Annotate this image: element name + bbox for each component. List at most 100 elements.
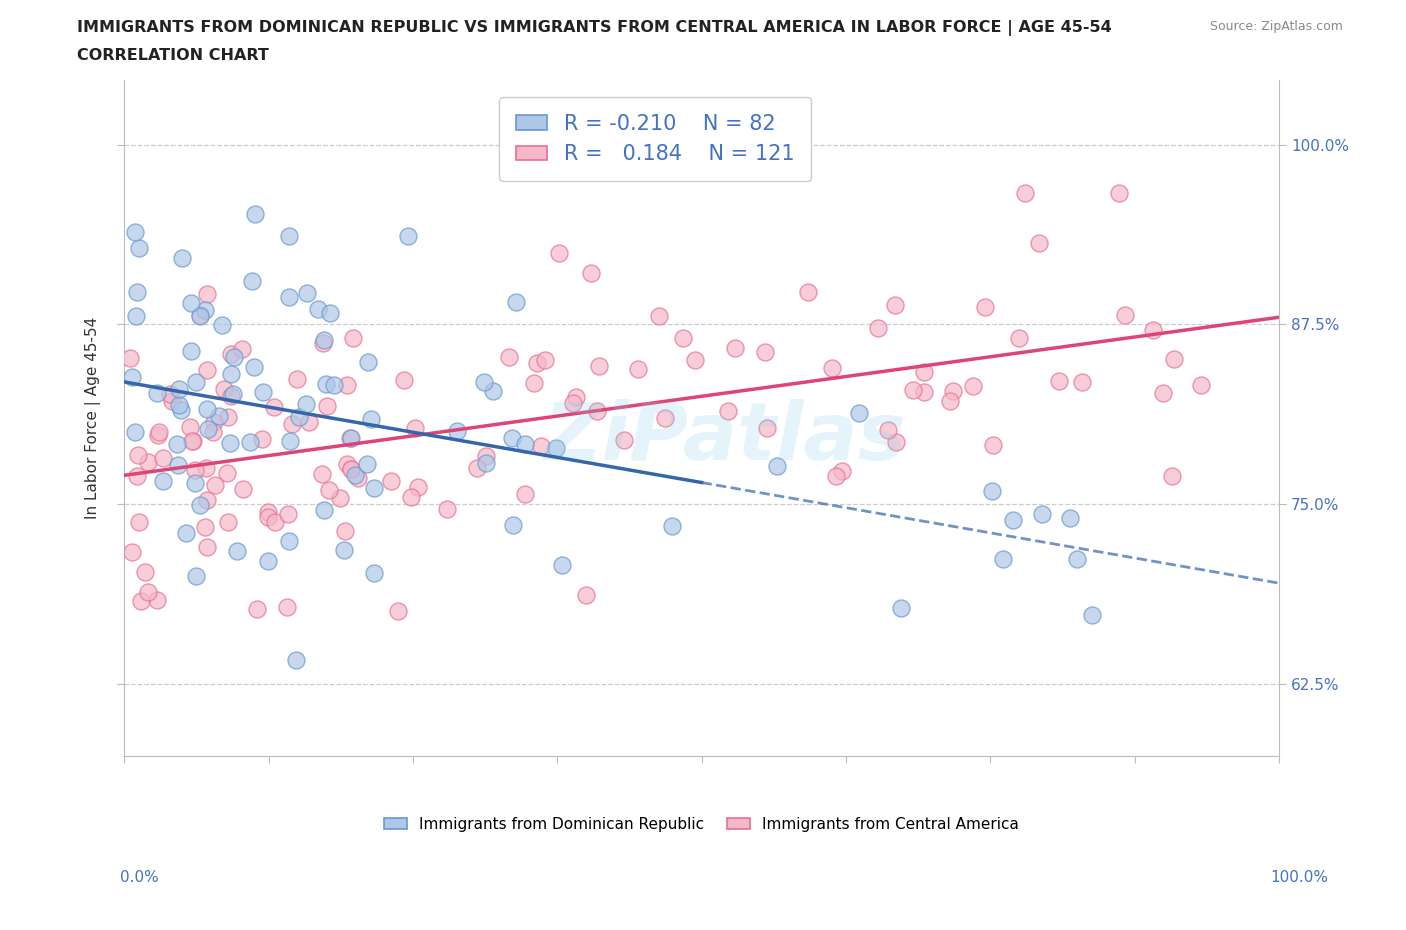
Point: [343, 467, 366, 482]
Point: [221, 347, 243, 362]
Point: [564, 390, 586, 405]
Point: [1142, 323, 1164, 338]
Point: [146, 428, 169, 443]
Point: [246, 602, 269, 617]
Point: [129, 593, 152, 608]
Point: [339, 431, 361, 445]
Point: [201, 424, 224, 439]
Point: [446, 424, 468, 439]
Point: [404, 420, 426, 435]
Point: [257, 505, 280, 520]
Point: [475, 456, 498, 471]
Point: [962, 379, 984, 393]
Point: [472, 374, 495, 389]
Point: [323, 378, 346, 392]
Point: [212, 382, 235, 397]
Point: [754, 344, 776, 359]
Point: [152, 473, 174, 488]
Point: [256, 510, 278, 525]
Point: [195, 363, 218, 378]
Point: [866, 320, 889, 335]
Point: [942, 384, 965, 399]
Point: [217, 409, 239, 424]
Point: [125, 469, 148, 484]
Point: [146, 593, 169, 608]
Point: [239, 434, 262, 449]
Point: [217, 465, 239, 480]
Point: [181, 433, 204, 448]
Point: [222, 386, 245, 401]
Point: [912, 365, 935, 379]
Point: [436, 501, 458, 516]
Point: [939, 394, 962, 409]
Point: [825, 469, 848, 484]
Point: [884, 434, 907, 449]
Point: [588, 358, 610, 373]
Point: [217, 514, 239, 529]
Text: Source: ZipAtlas.com: Source: ZipAtlas.com: [1209, 20, 1343, 33]
Point: [242, 274, 264, 289]
Point: [127, 447, 149, 462]
Point: [124, 424, 146, 439]
Point: [162, 393, 184, 408]
Point: [465, 461, 488, 476]
Point: [263, 515, 285, 530]
Point: [183, 463, 205, 478]
Point: [1191, 378, 1213, 392]
Point: [523, 376, 546, 391]
Point: [387, 604, 409, 618]
Point: [295, 396, 318, 411]
Point: [231, 341, 253, 356]
Point: [318, 483, 340, 498]
Point: [546, 441, 568, 456]
Point: [654, 410, 676, 425]
Point: [502, 517, 524, 532]
Point: [683, 353, 706, 368]
Point: [136, 455, 159, 470]
Point: [1071, 375, 1094, 390]
Point: [340, 462, 363, 477]
Point: [127, 285, 149, 299]
Point: [197, 421, 219, 436]
Point: [190, 308, 212, 323]
Point: [146, 385, 169, 400]
Point: [380, 473, 402, 488]
Point: [482, 384, 505, 399]
Point: [529, 438, 551, 453]
Point: [613, 432, 636, 447]
Point: [120, 351, 142, 365]
Point: [208, 408, 231, 423]
Point: [333, 543, 356, 558]
Point: [276, 600, 298, 615]
Point: [285, 371, 308, 386]
Text: IMMIGRANTS FROM DOMINICAN REPUBLIC VS IMMIGRANTS FROM CENTRAL AMERICA IN LABOR F: IMMIGRANTS FROM DOMINICAN REPUBLIC VS IM…: [77, 20, 1112, 36]
Point: [211, 318, 233, 333]
Point: [194, 519, 217, 534]
Point: [396, 229, 419, 244]
Point: [877, 422, 900, 437]
Point: [821, 361, 844, 376]
Point: [298, 415, 321, 430]
Point: [1114, 308, 1136, 323]
Point: [278, 229, 301, 244]
Point: [124, 225, 146, 240]
Point: [181, 433, 204, 448]
Point: [513, 486, 536, 501]
Point: [184, 475, 207, 490]
Point: [1108, 185, 1130, 200]
Point: [1059, 511, 1081, 525]
Point: [319, 305, 342, 320]
Point: [295, 286, 318, 300]
Point: [202, 415, 225, 430]
Text: 100.0%: 100.0%: [1271, 870, 1329, 884]
Point: [360, 412, 382, 427]
Point: [243, 360, 266, 375]
Point: [263, 400, 285, 415]
Point: [848, 405, 870, 420]
Point: [180, 296, 202, 311]
Point: [1081, 607, 1104, 622]
Point: [1161, 468, 1184, 483]
Point: [167, 458, 190, 472]
Point: [250, 432, 273, 446]
Point: [226, 543, 249, 558]
